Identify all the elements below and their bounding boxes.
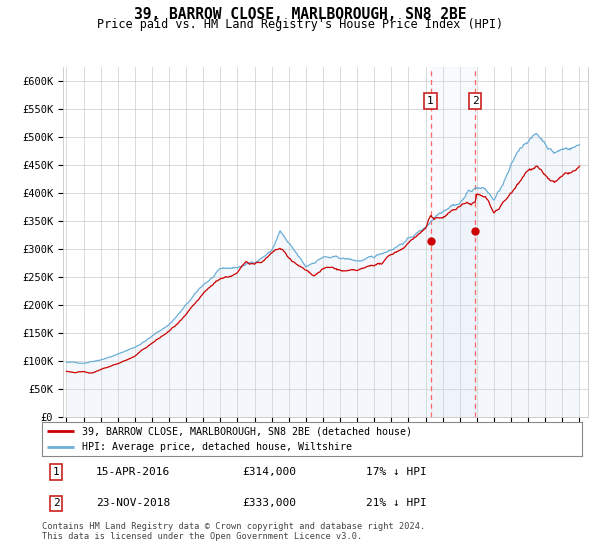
- Text: 1: 1: [53, 467, 59, 477]
- Text: 17% ↓ HPI: 17% ↓ HPI: [366, 467, 427, 477]
- Text: £314,000: £314,000: [242, 467, 296, 477]
- Text: 39, BARROW CLOSE, MARLBOROUGH, SN8 2BE (detached house): 39, BARROW CLOSE, MARLBOROUGH, SN8 2BE (…: [83, 426, 413, 436]
- Text: 2: 2: [472, 96, 479, 106]
- Text: 2: 2: [53, 498, 59, 508]
- Bar: [431, 67, 475, 417]
- Text: 39, BARROW CLOSE, MARLBOROUGH, SN8 2BE: 39, BARROW CLOSE, MARLBOROUGH, SN8 2BE: [134, 7, 466, 22]
- Text: 21% ↓ HPI: 21% ↓ HPI: [366, 498, 427, 508]
- Text: 15-APR-2016: 15-APR-2016: [96, 467, 170, 477]
- Text: £333,000: £333,000: [242, 498, 296, 508]
- Text: Price paid vs. HM Land Registry's House Price Index (HPI): Price paid vs. HM Land Registry's House …: [97, 18, 503, 31]
- Text: 23-NOV-2018: 23-NOV-2018: [96, 498, 170, 508]
- Text: HPI: Average price, detached house, Wiltshire: HPI: Average price, detached house, Wilt…: [83, 442, 353, 452]
- Text: 1: 1: [427, 96, 434, 106]
- Text: Contains HM Land Registry data © Crown copyright and database right 2024.
This d: Contains HM Land Registry data © Crown c…: [42, 522, 425, 542]
